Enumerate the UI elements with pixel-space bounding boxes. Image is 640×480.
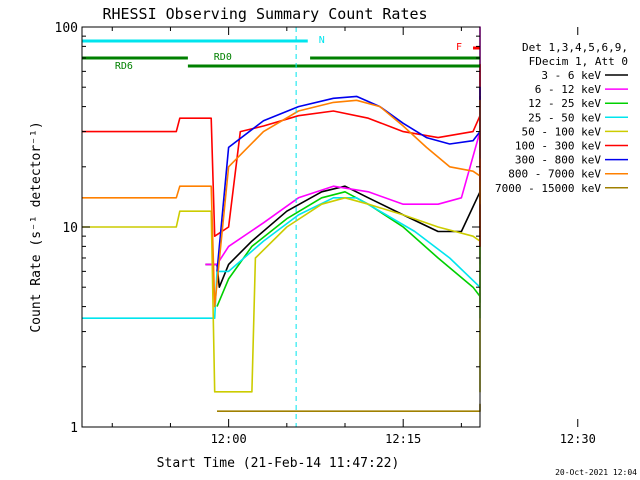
y-axis-label: Count Rate (s⁻¹ detector⁻¹)	[29, 121, 44, 332]
flag-label-rd0: RD0	[214, 52, 232, 63]
legend-label-12-25-kev: 12 - 25 keV	[528, 97, 601, 110]
series-line-6-12-kev	[205, 26, 481, 266]
legend-label-6-12-kev: 6 - 12 keV	[535, 83, 602, 96]
legend-header-1: FDecim 1, Att 0	[529, 55, 628, 68]
series-line-25-50-kev	[82, 185, 481, 320]
series-line-7000-15000-kev	[217, 403, 481, 413]
x-tick-label-12-00: 12:00	[211, 432, 247, 446]
x-tick-label-12-15: 12:15	[385, 432, 421, 446]
legend-label-300-800-kev: 300 - 800 keV	[515, 154, 601, 167]
legend-label-800-7000-kev: 800 - 7000 keV	[508, 168, 601, 181]
y-tick-label-10: 10	[62, 221, 78, 236]
flag-label-rd6: RD6	[115, 61, 133, 72]
flag-bars: N F RD0 RD6	[82, 35, 480, 72]
legend-label-25-50-kev: 25 - 50 keV	[528, 111, 601, 124]
legend-label-50-100-kev: 50 - 100 keV	[522, 125, 602, 138]
dashed-markers	[295, 27, 297, 427]
legend: Det 1,3,4,5,6,9,FDecim 1, Att 03 - 6 keV…	[495, 41, 628, 195]
legend-label-7000-15000-kev: 7000 - 15000 keV	[495, 182, 601, 195]
y-tick-label-1: 1	[70, 421, 78, 436]
x-tick-label-12-30: 12:30	[560, 432, 596, 446]
legend-label-3-6-kev: 3 - 6 keV	[541, 69, 601, 82]
series-line-100-300-kev	[82, 63, 481, 248]
chart-title: RHESSI Observing Summary Count Rates	[102, 5, 427, 23]
series-layer	[82, 26, 481, 413]
x-axis-label: Start Time (21-Feb-14 11:47:22)	[157, 456, 400, 471]
timestamp: 20-Oct-2021 12:04	[555, 468, 637, 477]
series-line-50-100-kev	[82, 180, 481, 393]
y-tick-label-100: 100	[55, 21, 78, 36]
legend-label-100-300-kev: 100 - 300 keV	[515, 140, 601, 153]
flag-label-f: F	[456, 42, 462, 53]
flag-label-n: N	[319, 35, 325, 46]
legend-header-0: Det 1,3,4,5,6,9,	[522, 41, 628, 54]
